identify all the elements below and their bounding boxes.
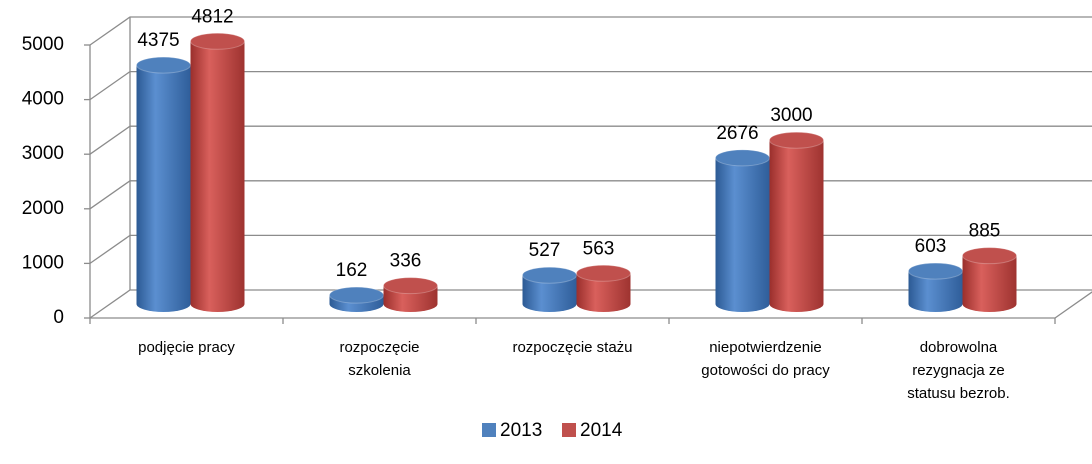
cylinder-body	[190, 41, 245, 312]
cylinder-top	[522, 266, 577, 284]
legend-swatch	[482, 423, 496, 437]
x-tick-label: rozpoczęcie stażu	[512, 339, 632, 356]
cylinder-top	[908, 262, 963, 280]
legend-label: 2014	[580, 420, 623, 441]
cylinder-top	[329, 286, 384, 304]
cylinder-body	[769, 140, 824, 312]
grid-line	[89, 125, 1092, 155]
grid: 0 1000 2000 3000 4000 5000 podjęcie pracy rozpo…	[22, 16, 1092, 402]
cylinder-top	[769, 131, 824, 149]
cylinder-body	[522, 275, 577, 312]
cylinder-top	[383, 277, 438, 295]
grid-line	[89, 70, 1092, 101]
marks: 4375 162 527 2676 603 4812 336 563 3000 885	[136, 6, 1017, 312]
grid-line	[89, 16, 1092, 46]
value-label: 4375	[137, 30, 179, 51]
y-tick-label: 2000	[22, 198, 64, 219]
value-label: 885	[969, 221, 1001, 242]
x-tick-label: rozpoczęcie szkolenia	[339, 339, 419, 379]
y-tick-label: 1000	[22, 252, 64, 273]
cylinder-top	[715, 149, 770, 167]
y-tick-label: 5000	[22, 34, 64, 55]
cylinder-top	[576, 264, 631, 282]
cylinder-body	[715, 157, 770, 312]
cylinder-body	[136, 65, 191, 312]
value-label: 527	[529, 240, 561, 261]
x-tick-label: podjęcie pracy	[138, 339, 235, 356]
cylinder-top	[962, 247, 1017, 265]
cylinder-body	[908, 271, 963, 312]
cylinder-top	[136, 56, 191, 74]
y-tick-label: 3000	[22, 143, 64, 164]
value-label: 4812	[191, 6, 233, 27]
value-label: 162	[336, 260, 368, 281]
value-label: 3000	[770, 105, 812, 126]
cylinder-top	[190, 32, 245, 50]
value-label: 336	[390, 251, 422, 272]
y-tick-label: 4000	[22, 89, 64, 110]
legend-label: 2013	[500, 420, 542, 441]
cylinder-body	[576, 273, 631, 312]
value-label: 563	[583, 238, 615, 259]
legend: 2013 2014	[482, 420, 623, 441]
legend-swatch	[562, 423, 576, 437]
y-tick-label: 0	[53, 307, 64, 328]
value-label: 603	[915, 236, 947, 257]
value-label: 2676	[716, 123, 758, 144]
cylinder-body	[962, 255, 1017, 312]
x-tick-label: niepotwierdzenie gotowości do pracy	[701, 339, 830, 379]
x-tick-label: dobrowolna rezygnacja ze statusu bezrob.	[907, 339, 1010, 402]
